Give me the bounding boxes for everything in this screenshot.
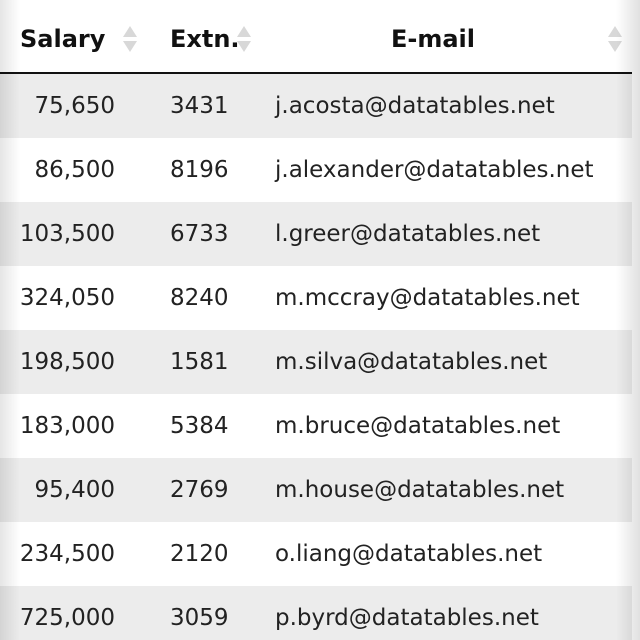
sort-descending-icon: [237, 41, 251, 52]
cell-salary: 183,000: [0, 394, 149, 458]
cell-email: o.liang@datatables.net: [263, 522, 632, 586]
cell-email: p.byrd@datatables.net: [263, 586, 632, 640]
cell-salary: 324,050: [0, 266, 149, 330]
table-body: 75,650 3431 j.acosta@datatables.net 86,500 8…: [0, 73, 632, 640]
cell-salary: 234,500: [0, 522, 149, 586]
table-row[interactable]: 103,500 6733 l.greer@datatables.net: [0, 202, 632, 266]
table-header: Salary Extn. E-mail: [0, 8, 632, 74]
table-row[interactable]: 198,500 1581 m.silva@datatables.net: [0, 330, 632, 394]
header-row: Salary Extn. E-mail: [0, 8, 632, 74]
sort-descending-icon: [123, 41, 137, 52]
cell-extn: 3059: [149, 586, 263, 640]
table-row[interactable]: 725,000 3059 p.byrd@datatables.net: [0, 586, 632, 640]
cell-salary: 198,500: [0, 330, 149, 394]
cell-extn: 2120: [149, 522, 263, 586]
sort-icon[interactable]: [123, 26, 137, 54]
sort-descending-icon: [608, 41, 622, 52]
cell-email: j.acosta@datatables.net: [263, 73, 632, 138]
cell-extn: 3431: [149, 73, 263, 138]
cell-extn: 6733: [149, 202, 263, 266]
cell-email: l.greer@datatables.net: [263, 202, 632, 266]
column-header-email[interactable]: E-mail: [263, 8, 632, 74]
table-row[interactable]: 95,400 2769 m.house@datatables.net: [0, 458, 632, 522]
cell-salary: 95,400: [0, 458, 149, 522]
cell-salary: 86,500: [0, 138, 149, 202]
cell-extn: 8196: [149, 138, 263, 202]
data-table: Salary Extn. E-mail: [0, 8, 632, 640]
cell-email: m.bruce@datatables.net: [263, 394, 632, 458]
cell-extn: 2769: [149, 458, 263, 522]
table-row[interactable]: 86,500 8196 j.alexander@datatables.net: [0, 138, 632, 202]
column-header-extn[interactable]: Extn.: [149, 8, 263, 74]
table-row[interactable]: 75,650 3431 j.acosta@datatables.net: [0, 73, 632, 138]
cell-salary: 75,650: [0, 73, 149, 138]
cell-email: m.house@datatables.net: [263, 458, 632, 522]
cell-email: m.silva@datatables.net: [263, 330, 632, 394]
cell-extn: 8240: [149, 266, 263, 330]
table-row[interactable]: 234,500 2120 o.liang@datatables.net: [0, 522, 632, 586]
table-row[interactable]: 324,050 8240 m.mccray@datatables.net: [0, 266, 632, 330]
sort-ascending-icon: [123, 26, 137, 37]
column-header-label: Extn.: [170, 25, 240, 53]
cell-email: j.alexander@datatables.net: [263, 138, 632, 202]
table-row[interactable]: 183,000 5384 m.bruce@datatables.net: [0, 394, 632, 458]
sort-ascending-icon: [237, 26, 251, 37]
sort-icon[interactable]: [608, 26, 622, 54]
column-header-salary[interactable]: Salary: [0, 8, 149, 74]
column-header-label: E-mail: [390, 25, 475, 53]
cell-extn: 1581: [149, 330, 263, 394]
cell-salary: 103,500: [0, 202, 149, 266]
cell-extn: 5384: [149, 394, 263, 458]
column-header-label: Salary: [20, 25, 106, 53]
cell-email: m.mccray@datatables.net: [263, 266, 632, 330]
sort-ascending-icon: [608, 26, 622, 37]
cell-salary: 725,000: [0, 586, 149, 640]
sort-icon[interactable]: [237, 26, 251, 54]
